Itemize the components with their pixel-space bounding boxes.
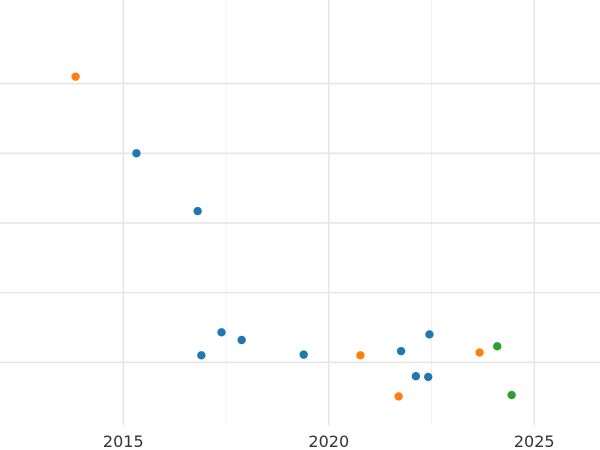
data-point-series-1 [217, 328, 226, 337]
data-points [71, 72, 516, 401]
data-point-series-3 [507, 390, 516, 400]
x-axis-ticks: 2015 2020 2025 [103, 432, 555, 450]
x-tick-label: 2025 [514, 432, 555, 450]
data-point-series-1 [299, 350, 308, 359]
data-point-series-3 [493, 342, 502, 351]
data-point-series-1 [197, 351, 206, 360]
data-point-series-1 [396, 346, 406, 356]
grid-lines [0, 0, 600, 425]
data-point-series-1 [425, 330, 434, 339]
data-point-series-1 [237, 335, 246, 345]
data-point-series-2 [356, 351, 365, 360]
data-point-series-2 [475, 348, 484, 357]
data-point-series-1 [424, 372, 433, 382]
data-point-series-2 [394, 392, 403, 401]
data-point-series-1 [411, 372, 421, 381]
x-tick-label: 2015 [103, 432, 144, 450]
data-point-series-2 [71, 72, 80, 81]
x-tick-label: 2020 [308, 432, 349, 450]
data-point-series-1 [132, 149, 141, 158]
data-point-series-1 [193, 206, 202, 216]
